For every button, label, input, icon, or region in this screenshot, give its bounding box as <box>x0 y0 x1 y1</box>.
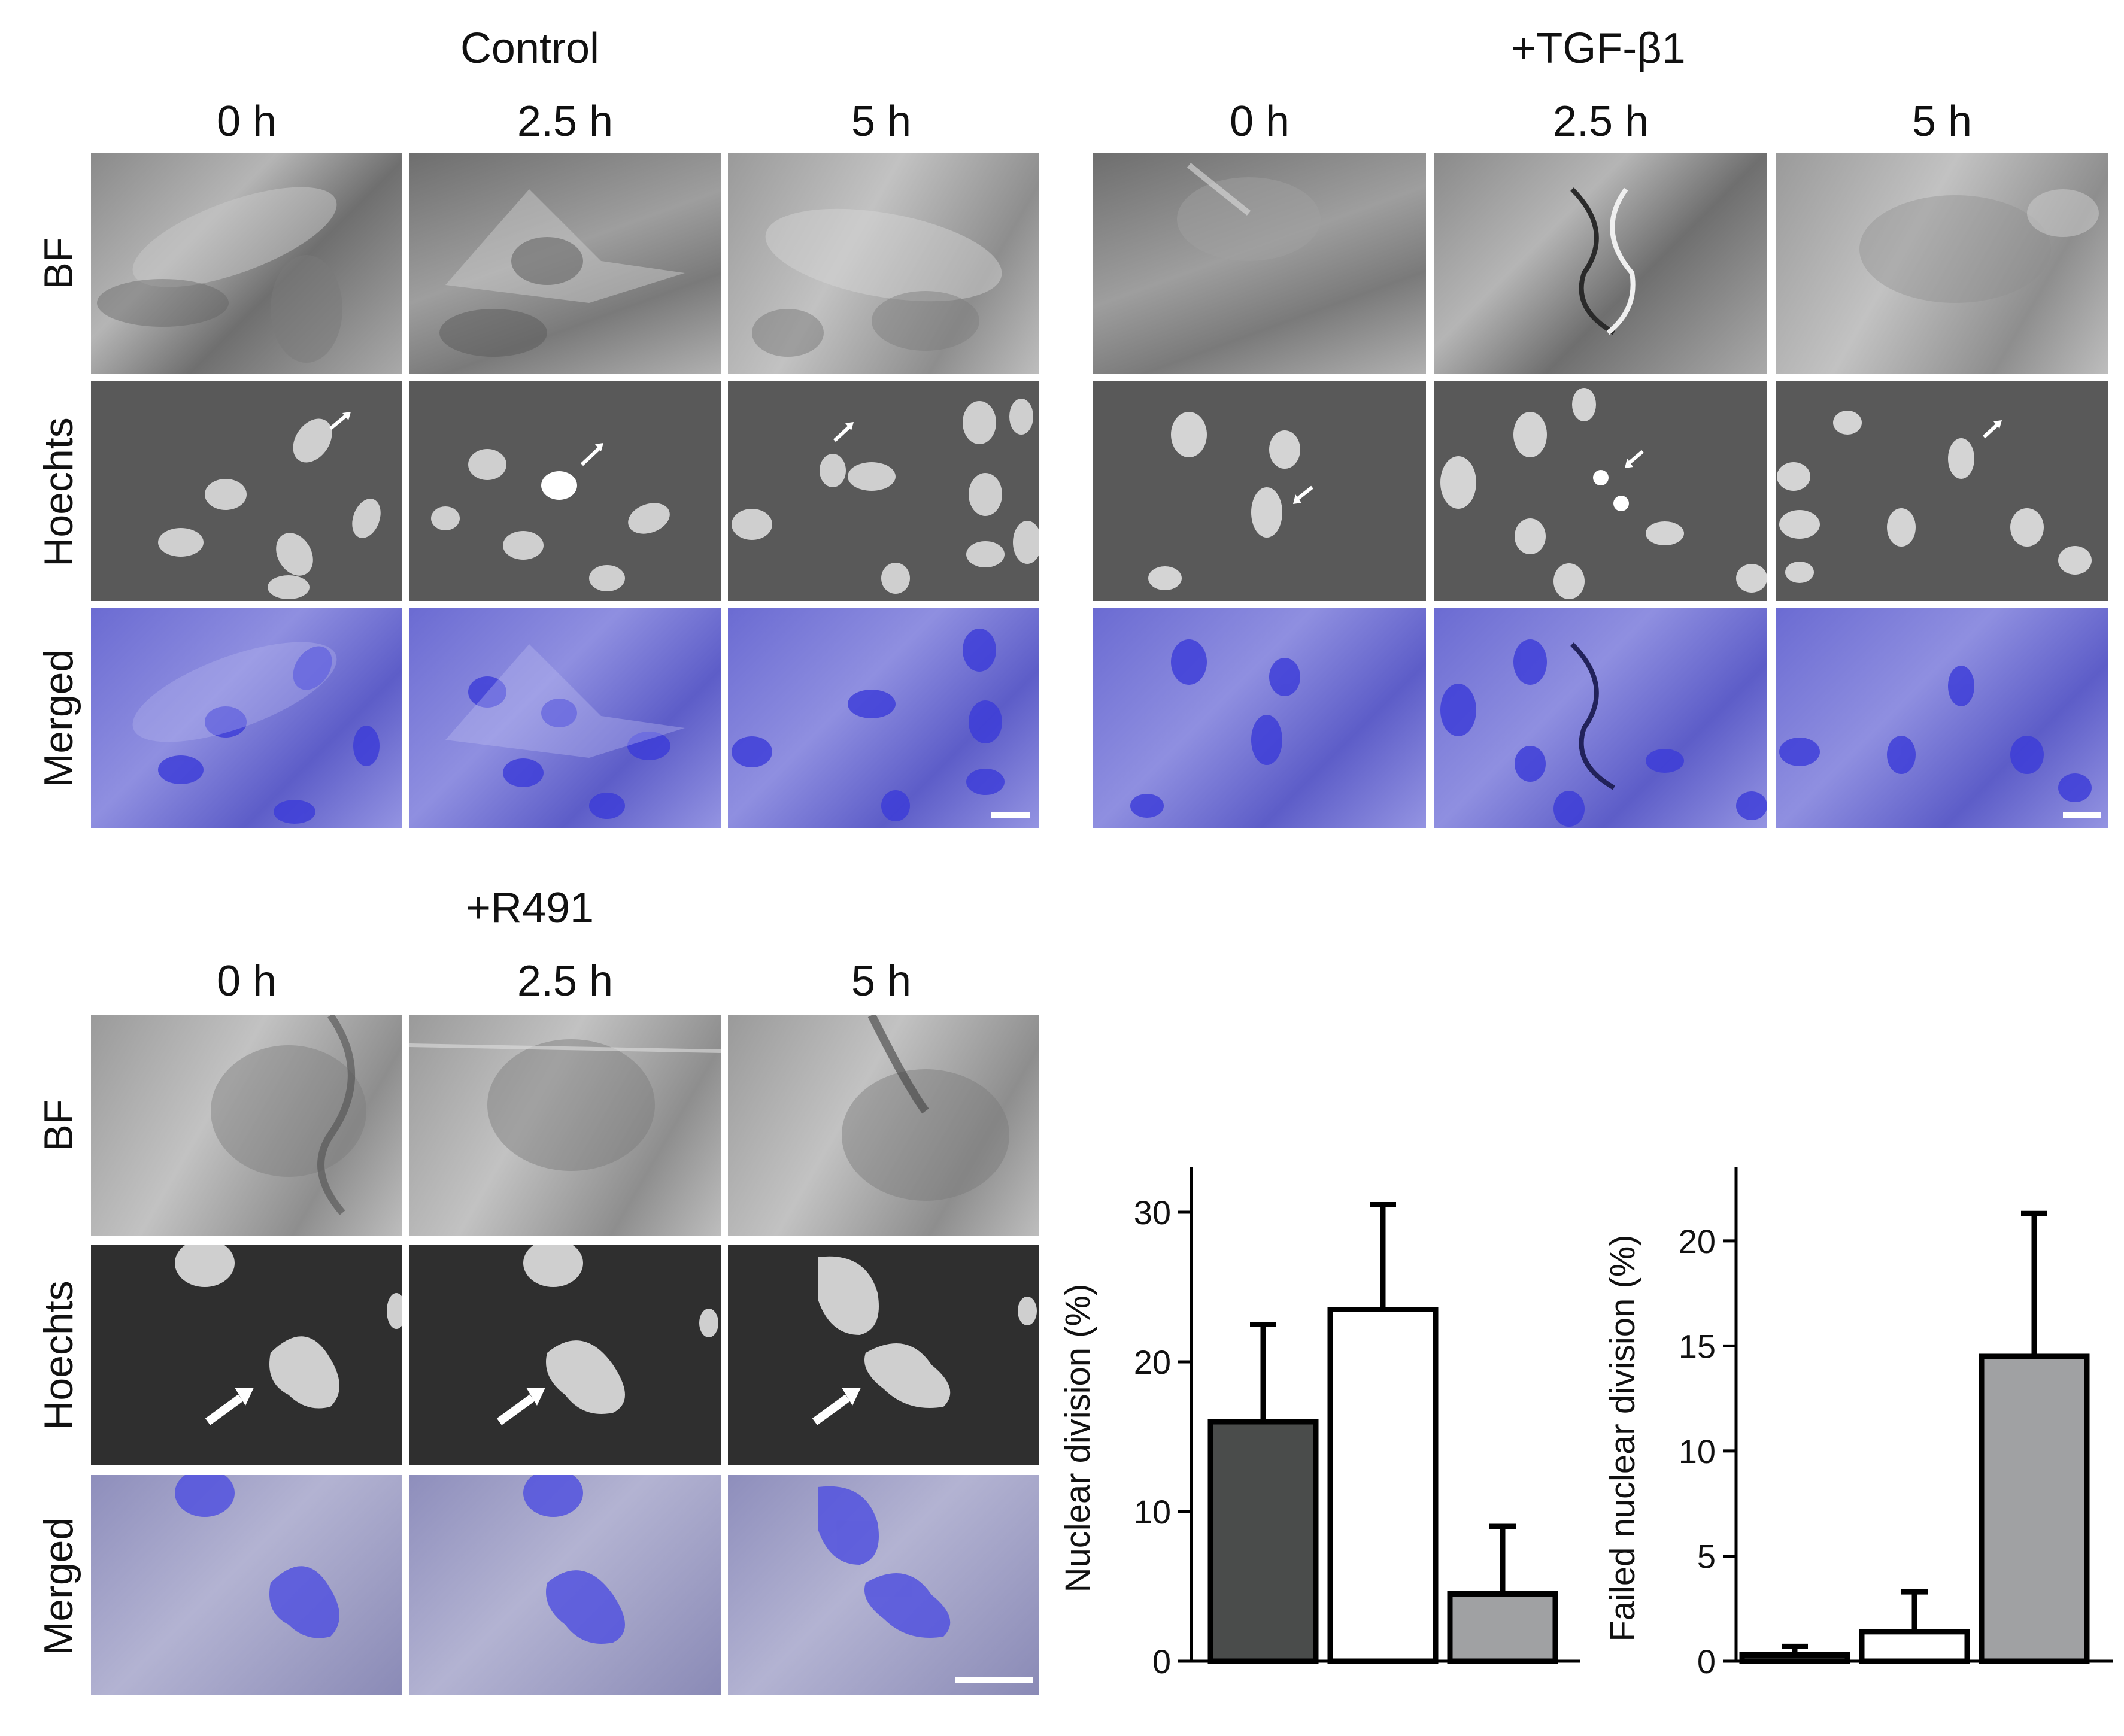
tgf-bf-0h-image <box>1093 153 1426 374</box>
control-panel-title: Control <box>460 25 600 72</box>
r491-hoechst-0h-image <box>91 1245 402 1465</box>
tgf-bf-5h-image <box>1776 153 2108 374</box>
r491-row-label-hoechts: Hoechts <box>36 1280 81 1430</box>
y-tick-label: 10 <box>1679 1432 1716 1470</box>
bar <box>1447 1591 1558 1664</box>
y-tick-label: 0 <box>1152 1643 1171 1680</box>
control-bf-0h-image <box>91 153 402 374</box>
tgf-merged-0h-image <box>1093 608 1426 828</box>
y-axis-title: Failed nuclear division (%) <box>1603 1234 1642 1641</box>
control-row-label-bf: BF <box>36 237 81 290</box>
tgf-time-5h: 5 h <box>1911 98 1973 145</box>
tgf-scale-bar <box>2063 812 2101 818</box>
r491-bf-2-5h-image <box>409 1015 721 1236</box>
bar <box>1327 1307 1439 1664</box>
y-tick-label: 20 <box>1679 1222 1716 1260</box>
control-scale-bar <box>991 812 1030 818</box>
r491-bf-0h-image <box>91 1015 402 1236</box>
r491-merged-5h-image <box>728 1475 1039 1695</box>
control-merged-2-5h-image <box>409 608 721 828</box>
y-axis-title: Nuclear division (%) <box>1058 1284 1097 1593</box>
control-row-label-hoechts: Hoechts <box>36 417 81 567</box>
r491-hoechst-5h-image <box>728 1245 1039 1465</box>
tgf-bf-2-5h-image <box>1434 153 1767 374</box>
control-hoechst-2-5h-image <box>409 381 721 601</box>
control-merged-0h-image <box>91 608 402 828</box>
bar <box>1739 1652 1850 1664</box>
y-tick-label: 15 <box>1679 1327 1716 1365</box>
control-time-5h: 5 h <box>851 98 912 145</box>
nuclear-division-chart: 0 10 20 30 Nuclear division (%) <box>1058 1167 1580 1680</box>
bar <box>1859 1629 1970 1664</box>
tgf-panel-title: +TGF-β1 <box>1511 25 1686 72</box>
r491-row-label-merged: Merged <box>36 1517 81 1656</box>
r491-hoechst-2-5h-image <box>409 1245 721 1465</box>
y-tick-label: 0 <box>1697 1643 1716 1680</box>
control-merged-5h-image <box>728 608 1039 828</box>
r491-time-0h: 0 h <box>216 957 277 1005</box>
tgf-time-0h: 0 h <box>1229 98 1290 145</box>
bar <box>1979 1353 2090 1664</box>
tgf-merged-5h-image <box>1776 608 2108 828</box>
tgf-hoechst-5h-image <box>1776 381 2108 601</box>
r491-time-2-5h: 2.5 h <box>517 957 614 1005</box>
r491-panel-title: +R491 <box>465 884 594 932</box>
control-bf-5h-image <box>728 153 1039 374</box>
r491-time-5h: 5 h <box>851 957 912 1005</box>
tgf-merged-2-5h-image <box>1434 608 1767 828</box>
y-tick-label: 10 <box>1134 1493 1171 1531</box>
failed-nuclear-division-chart: 0 5 10 15 20 Failed nuclear division (%) <box>1603 1167 2113 1680</box>
tgf-hoechst-0h-image <box>1093 381 1426 601</box>
r491-merged-0h-image <box>91 1475 402 1695</box>
y-tick-label: 20 <box>1134 1343 1171 1381</box>
r491-bf-5h-image <box>728 1015 1039 1236</box>
r491-scale-bar <box>955 1677 1033 1683</box>
control-bf-2-5h-image <box>409 153 721 374</box>
r491-merged-2-5h-image <box>409 1475 721 1695</box>
bar <box>1207 1419 1319 1664</box>
control-row-label-merged: Merged <box>36 649 81 788</box>
control-time-0h: 0 h <box>216 98 277 145</box>
control-hoechst-0h-image <box>91 381 402 601</box>
tgf-hoechst-2-5h-image <box>1434 381 1767 601</box>
y-tick-label: 30 <box>1134 1194 1171 1231</box>
r491-row-label-bf: BF <box>36 1099 81 1152</box>
control-time-2-5h: 2.5 h <box>517 98 614 145</box>
tgf-time-2-5h: 2.5 h <box>1552 98 1649 145</box>
control-hoechst-5h-image <box>728 381 1039 601</box>
y-tick-label: 5 <box>1697 1537 1716 1575</box>
